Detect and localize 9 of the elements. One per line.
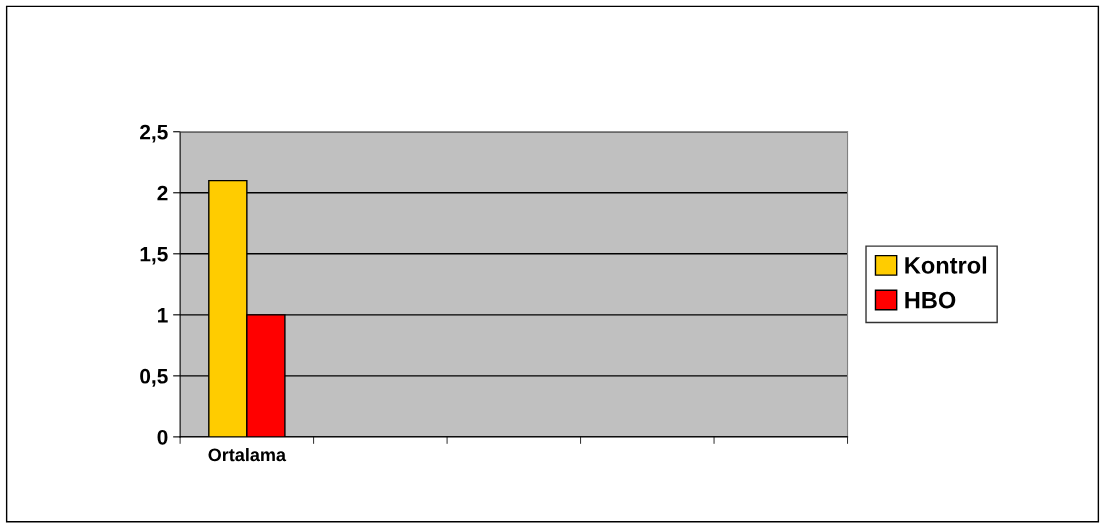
y-tick-label: 1,5 [140, 247, 168, 265]
y-tick-label: 1 [158, 308, 168, 323]
legend-label: HBO [905, 291, 956, 309]
y-tick-label: 0,5 [140, 368, 168, 387]
y-tick-label: 0 [157, 429, 168, 445]
legend-label: Kontrol [905, 256, 987, 274]
x-tick-label: Ortalama [208, 447, 287, 462]
y-tick-label: 2,5 [140, 124, 168, 143]
y-tick-label: 2 [157, 185, 168, 201]
